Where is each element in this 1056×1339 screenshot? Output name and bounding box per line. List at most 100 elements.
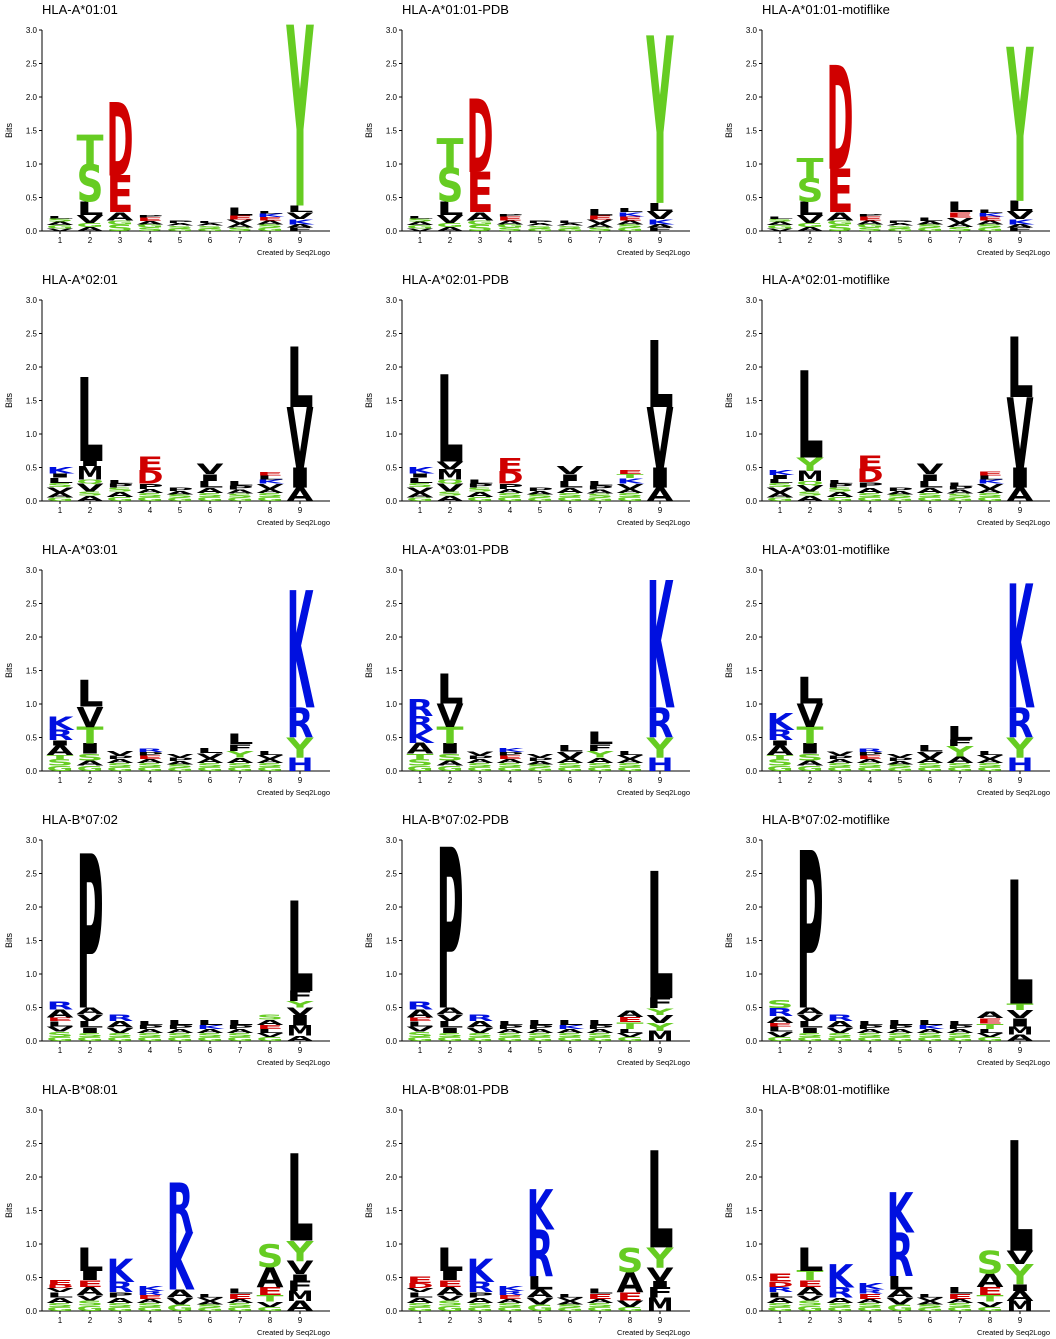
residue-letter: I [1007,463,1034,494]
residue-letter: V [257,1032,284,1039]
residue-letter: G [767,1036,794,1043]
residue-letter: P [947,1024,974,1031]
x-tick-label: 6 [568,506,573,515]
x-tick-label: 1 [418,506,423,515]
residue-letter: Q [77,478,104,485]
x-tick-label: 4 [868,1046,873,1055]
residue-letter: S [557,1032,584,1039]
residue-letter: G [407,224,434,229]
residue-letter: A [527,1028,554,1035]
residue-letter: G [977,227,1004,232]
residue-letter: G [467,219,494,226]
residue-letter: F [1007,227,1034,232]
residue-letter: I [437,741,464,757]
y-tick-label: 0.0 [26,767,38,776]
residue-letter: L [947,724,975,745]
residue-letter: G [977,1036,1004,1043]
residue-letter: G [827,1306,854,1313]
residue-letter: S [827,762,854,769]
y-axis-label: Bits [364,393,374,409]
residue-letter: L [797,199,825,220]
residue-letter: L [647,837,674,1040]
residue-letter: R [467,1012,495,1023]
residue-letter: F [647,1285,674,1301]
residue-letter: L [407,215,434,219]
y-tick-label: 2.5 [26,870,38,879]
residue-letter: A [827,758,854,765]
residue-letter: A [767,491,795,500]
residue-letter: P [137,1024,164,1031]
x-tick-label: 5 [898,1316,903,1325]
residue-letter: V [917,462,945,478]
residue-letter: V [647,1265,674,1286]
residue-letter: S [77,491,104,498]
residue-letter: G [887,1036,914,1043]
x-tick-label: 9 [1018,1046,1023,1055]
residue-letter: S [767,998,794,1011]
residue-letter: G [857,766,884,773]
residue-letter: L [917,1293,944,1298]
residue-letter: S [527,225,554,229]
residue-letter: G [947,497,974,502]
logo-panel: HLA-A*03:01Bits0.00.51.01.52.02.53.01GST… [4,542,330,797]
residue-letter: V [287,210,315,221]
residue-letter: G [827,219,854,226]
y-tick-label: 1.0 [26,430,38,439]
residue-letter: V [827,750,854,757]
residue-letter: G [227,1036,254,1043]
residue-letter: L [77,199,105,220]
residue-letter: L [287,204,314,215]
residue-letter: A [977,1271,1004,1292]
residue-letter: S [767,1302,794,1309]
logo-panel: HLA-B*08:01-motiflike Bits 0.0 0.5 1.0 1.5 2.0… [724,1082,1050,1337]
x-tick-label: 9 [658,776,663,785]
residue-letter: A [227,223,254,230]
residue-letter: E [47,1017,74,1022]
residue-letter: L [557,1293,584,1298]
residue-letter: P [77,811,104,1058]
y-tick-label: 3.0 [386,26,398,35]
residue-letter: G [587,1306,614,1313]
residue-letter: S [887,493,914,498]
residue-letter: I [797,741,824,757]
x-tick-label: 8 [988,1046,993,1055]
residue-letter: S [227,762,254,769]
residue-letter: S [257,1013,284,1022]
residue-letter: V [47,486,75,495]
residue-letter: A [797,494,825,503]
x-tick-label: 3 [478,506,483,515]
residue-letter: M [77,464,104,485]
residue-letter: I [77,1026,104,1035]
residue-letter: F [287,227,314,232]
residue-letter: G [497,496,524,503]
residue-letter: G [527,497,554,502]
residue-letter: G [257,496,284,503]
logo-panel: HLA-A*02:01Bits0.00.51.01.52.02.53.01GAV… [4,272,330,527]
residue-letter: P [107,755,134,760]
residue-letter: G [77,764,104,773]
residue-letter: V [257,1300,285,1309]
residue-letter: L [617,1028,644,1035]
credit: Created by Seq2Logo [617,248,690,257]
residue-letter: A [407,1007,434,1020]
x-tick-label: 5 [178,1046,183,1055]
residue-letter: G [767,224,794,229]
residue-letter: Y [225,749,255,760]
residue-letter: L [917,217,944,222]
x-tick-label: 7 [238,776,243,785]
residue-letter: A [47,1296,75,1305]
residue-letter: G [467,1306,494,1313]
residue-letter: E [497,1294,524,1301]
y-tick-label: 3.0 [386,1106,398,1115]
residue-letter: R [827,1285,855,1301]
residue-letter: H [287,755,314,776]
residue-letter: T [617,1020,644,1031]
residue-letter: Y [1005,733,1035,764]
residue-letter: L [767,478,794,485]
y-tick-label: 2.5 [746,1140,758,1149]
residue-letter: Y [1006,4,1034,251]
y-tick-label: 2.5 [386,60,398,69]
residue-letter: G [137,1036,164,1043]
residue-letter: G [167,497,194,502]
y-tick-label: 0.0 [746,1037,758,1046]
